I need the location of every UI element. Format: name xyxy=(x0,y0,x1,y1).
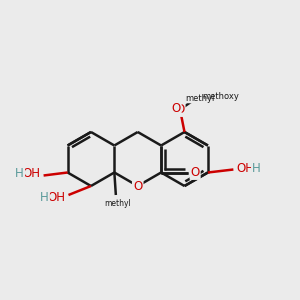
Text: methyl: methyl xyxy=(104,200,131,208)
Text: methoxy: methoxy xyxy=(202,92,239,101)
Text: OH: OH xyxy=(47,191,65,204)
Text: H: H xyxy=(15,167,24,180)
Text: H: H xyxy=(40,191,49,204)
Text: OH: OH xyxy=(22,167,40,180)
Text: methyl: methyl xyxy=(185,94,215,103)
Text: O: O xyxy=(172,101,181,115)
Text: O: O xyxy=(190,166,200,179)
Text: OH: OH xyxy=(236,161,254,175)
Text: H: H xyxy=(252,161,261,175)
Text: O: O xyxy=(133,179,142,193)
Text: O: O xyxy=(176,103,184,116)
